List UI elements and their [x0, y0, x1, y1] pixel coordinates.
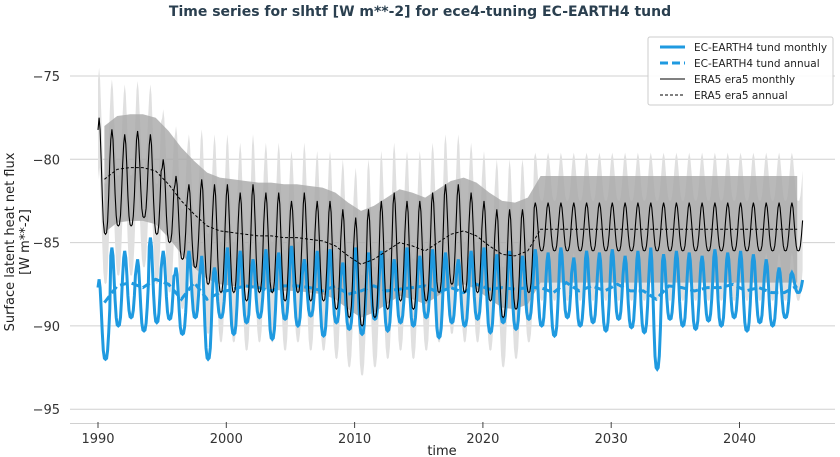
series-era5-monthly — [97, 117, 804, 327]
legend-label: EC-EARTH4 tund monthly — [694, 42, 827, 54]
x-axis-label: time — [427, 444, 456, 457]
y-tick-label: −90 — [33, 320, 60, 335]
x-tick-label: 2020 — [466, 432, 499, 447]
y-tick-label: −80 — [33, 153, 60, 168]
x-tick-label: 2040 — [723, 432, 756, 447]
era5-monthly-std-band — [98, 67, 803, 376]
y-axis-label: Surface latent heat net flux[W m**-2] — [3, 152, 33, 331]
x-tick-label: 2030 — [595, 432, 628, 447]
legend-label: EC-EARTH4 tund annual — [694, 58, 820, 70]
y-axis-label-line: [W m**-2] — [18, 209, 33, 275]
legend-label: ERA5 era5 monthly — [694, 74, 795, 86]
y-tick-label: −95 — [33, 403, 60, 418]
x-tick-label: 2010 — [338, 432, 371, 447]
y-tick-label: −75 — [33, 70, 60, 85]
chart-title: Time series for slhtf [W m**-2] for ece4… — [169, 4, 671, 20]
legend-label: ERA5 era5 annual — [694, 90, 788, 102]
x-tick-label: 2000 — [210, 432, 243, 447]
y-axis-label-line: Surface latent heat net flux — [3, 152, 18, 331]
legend-box — [647, 36, 834, 106]
series-ec-earth4-annual — [103, 277, 798, 304]
series-era5-annual — [104, 167, 798, 265]
x-tick-label: 1990 — [81, 432, 114, 447]
series-ec-earth4-monthly — [96, 237, 805, 372]
y-tick-label: −85 — [33, 237, 60, 252]
legend: EC-EARTH4 tund monthly EC-EARTH4 tund ann… — [647, 36, 834, 106]
